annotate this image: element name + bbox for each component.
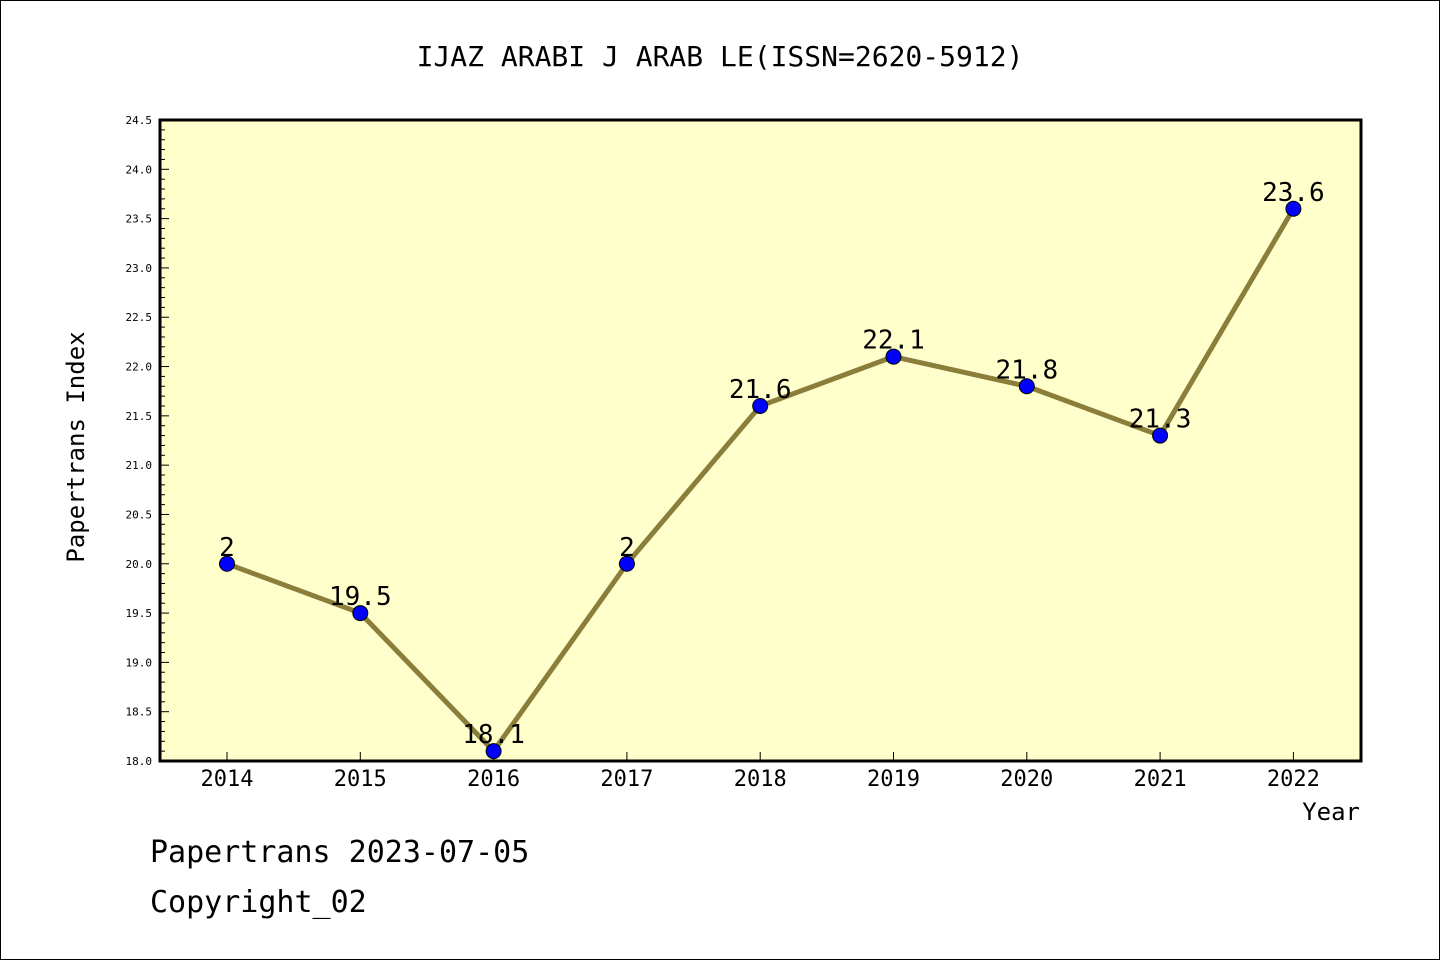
x-tick-label: 2017: [600, 767, 653, 792]
y-tick-label: 18.5: [126, 706, 153, 719]
data-label: 2: [219, 533, 235, 563]
x-axis-title: Year: [1302, 798, 1360, 826]
y-tick-label: 24.5: [126, 114, 153, 127]
y-tick-label: 19.0: [126, 656, 153, 669]
y-tick-label: 20.0: [126, 558, 153, 571]
data-label: 23.6: [1262, 178, 1325, 208]
y-tick-label: 24.0: [126, 163, 153, 176]
chart-title: IJAZ ARABI J ARAB LE(ISSN=2620-5912): [417, 40, 1024, 73]
data-point: [219, 555, 235, 572]
y-tick-label: 21.5: [126, 410, 153, 423]
data-label: 2: [619, 533, 635, 563]
data-label: 21.6: [729, 375, 792, 405]
data-point: [352, 605, 369, 622]
y-axis: 18.0 18.5 19.0 19.5 20.0 20.5 21.0 21.5 22.0 22.5…: [126, 114, 169, 768]
data-point: [885, 348, 902, 365]
y-tick-label: 22.5: [126, 311, 153, 324]
data-point: [1285, 200, 1302, 217]
y-tick-label: 22.0: [126, 361, 153, 374]
data-point: [485, 743, 502, 760]
plot-area: [158, 118, 1363, 763]
y-tick-label: 23.0: [126, 262, 153, 275]
data-point: [1152, 427, 1169, 444]
data-label: 18.1: [462, 720, 525, 750]
data-labels: 2 19.5 18.1 2 21.6 22.1 21.8 21.3 23.6: [219, 178, 1325, 750]
y-tick-label: 23.5: [126, 213, 153, 226]
x-tick-label: 2018: [734, 767, 787, 792]
x-tick-label: 2014: [201, 767, 254, 792]
data-point: [618, 555, 635, 572]
y-tick-label: 20.5: [126, 508, 153, 521]
x-axis: 2014 2015 2016 2017 2018 2019 2020 2021 2022: [201, 752, 1320, 792]
y-axis-title: Papertrans Index: [62, 331, 90, 562]
x-tick-label: 2015: [334, 767, 387, 792]
data-label: 21.3: [1129, 405, 1192, 435]
data-point: [752, 397, 769, 414]
x-tick-label: 2022: [1267, 767, 1320, 792]
data-point: [1018, 378, 1035, 395]
x-tick-label: 2020: [1000, 767, 1053, 792]
footer-date: Papertrans 2023-07-05: [150, 835, 530, 870]
data-label: 22.1: [862, 326, 925, 356]
data-label: 19.5: [329, 582, 392, 612]
x-tick-label: 2019: [867, 767, 920, 792]
data-label: 21.8: [995, 355, 1058, 385]
x-tick-label: 2021: [1134, 767, 1187, 792]
data-points: [219, 200, 1302, 760]
y-tick-label: 21.0: [126, 459, 153, 472]
footer-copyright: Copyright_02: [150, 885, 367, 920]
y-tick-label: 18.0: [126, 755, 153, 768]
y-tick-label: 19.5: [126, 607, 153, 620]
x-tick-label: 2016: [467, 767, 520, 792]
